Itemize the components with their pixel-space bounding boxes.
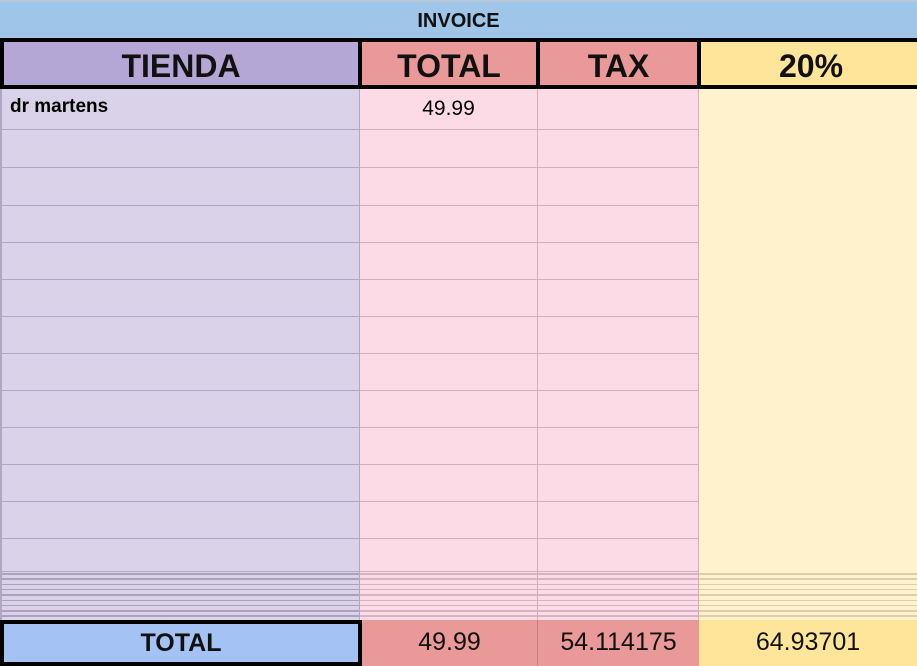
cell-store[interactable] xyxy=(2,465,359,502)
cell-tax[interactable] xyxy=(538,280,698,317)
header-tax[interactable]: TAX xyxy=(536,38,701,89)
cell-total[interactable] xyxy=(360,539,537,572)
header-percent[interactable]: 20% xyxy=(697,38,917,89)
collapsed-row-line xyxy=(2,578,359,580)
tax-sum[interactable]: 54.114175 xyxy=(538,620,699,666)
cell-tax[interactable] xyxy=(538,465,698,502)
cell-store[interactable]: dr martens xyxy=(2,89,359,130)
cell-store[interactable] xyxy=(2,391,359,428)
header-tienda[interactable]: TIENDA xyxy=(0,38,362,89)
collapsed-row-line xyxy=(2,583,359,586)
percent-sum[interactable]: 64.93701 xyxy=(699,620,917,666)
cell-tax[interactable] xyxy=(538,502,698,539)
collapsed-row-line xyxy=(2,588,359,591)
collapsed-row-line xyxy=(538,578,698,580)
cell-total[interactable] xyxy=(360,206,537,243)
collapsed-row-line xyxy=(360,604,537,607)
collapsed-row-line xyxy=(699,588,917,591)
collapsed-row-line xyxy=(360,588,537,591)
collapsed-row-line xyxy=(2,615,359,617)
cell-tax[interactable] xyxy=(538,89,698,130)
cell-tax[interactable] xyxy=(538,539,698,572)
collapsed-row-line xyxy=(538,588,698,591)
collapsed-row-line xyxy=(538,599,698,601)
collapsed-row-line xyxy=(699,578,917,580)
total-label: TOTAL xyxy=(0,620,362,666)
cell-tax[interactable] xyxy=(538,130,698,168)
collapsed-row-line xyxy=(360,583,537,586)
header-total[interactable]: TOTAL xyxy=(358,38,540,89)
column-tax xyxy=(538,89,699,620)
cell-store[interactable] xyxy=(2,539,359,572)
cell-store[interactable] xyxy=(2,206,359,243)
cell-total[interactable] xyxy=(360,317,537,354)
collapsed-row-line xyxy=(538,583,698,586)
collapsed-row-line xyxy=(699,604,917,607)
cell-total[interactable] xyxy=(360,354,537,391)
cell-total[interactable] xyxy=(360,465,537,502)
collapsed-row-line xyxy=(699,583,917,586)
cell-store[interactable] xyxy=(2,354,359,391)
cell-tax[interactable] xyxy=(538,168,698,206)
collapsed-row-line xyxy=(538,573,698,575)
collapsed-row-line xyxy=(2,573,359,575)
column-percent xyxy=(699,89,917,620)
cell-store[interactable] xyxy=(2,168,359,206)
collapsed-row-line xyxy=(699,573,917,575)
collapsed-row-line xyxy=(699,599,917,601)
cell-tax[interactable] xyxy=(538,354,698,391)
cell-total[interactable] xyxy=(360,502,537,539)
collapsed-row-line xyxy=(699,615,917,617)
cell-store[interactable] xyxy=(2,317,359,354)
cell-tax[interactable] xyxy=(538,206,698,243)
cell-store[interactable] xyxy=(2,243,359,280)
collapsed-row-line xyxy=(360,599,537,601)
collapsed-row-line xyxy=(360,615,537,617)
cell-total[interactable] xyxy=(360,428,537,465)
collapsed-row-line xyxy=(538,610,698,612)
cell-store[interactable] xyxy=(2,502,359,539)
cell-store[interactable] xyxy=(2,130,359,168)
column-total: 49.99 xyxy=(360,89,538,620)
cell-total[interactable] xyxy=(360,130,537,168)
collapsed-row-line xyxy=(538,615,698,617)
cell-tax[interactable] xyxy=(538,317,698,354)
total-sum[interactable]: 49.99 xyxy=(362,620,538,666)
invoice-title: INVOICE xyxy=(0,0,917,38)
collapsed-row-line xyxy=(360,610,537,612)
cell-tax[interactable] xyxy=(538,243,698,280)
collapsed-row-line xyxy=(2,604,359,607)
collapsed-row-line xyxy=(538,604,698,607)
cell-total[interactable]: 49.99 xyxy=(360,89,537,130)
cell-total[interactable] xyxy=(360,243,537,280)
collapsed-row-line xyxy=(360,573,537,575)
cell-store[interactable] xyxy=(2,280,359,317)
collapsed-row-line xyxy=(699,610,917,612)
collapsed-row-line xyxy=(538,594,698,596)
collapsed-row-line xyxy=(360,578,537,580)
cell-tax[interactable] xyxy=(538,428,698,465)
cell-total[interactable] xyxy=(360,168,537,206)
cell-tax[interactable] xyxy=(538,391,698,428)
collapsed-row-line xyxy=(699,594,917,596)
cell-total[interactable] xyxy=(360,391,537,428)
collapsed-row-line xyxy=(2,599,359,601)
cell-total[interactable] xyxy=(360,280,537,317)
collapsed-row-line xyxy=(2,610,359,612)
collapsed-row-line xyxy=(360,594,537,596)
collapsed-row-line xyxy=(2,594,359,596)
cell-store[interactable] xyxy=(2,428,359,465)
column-tienda: dr martens xyxy=(0,89,360,620)
